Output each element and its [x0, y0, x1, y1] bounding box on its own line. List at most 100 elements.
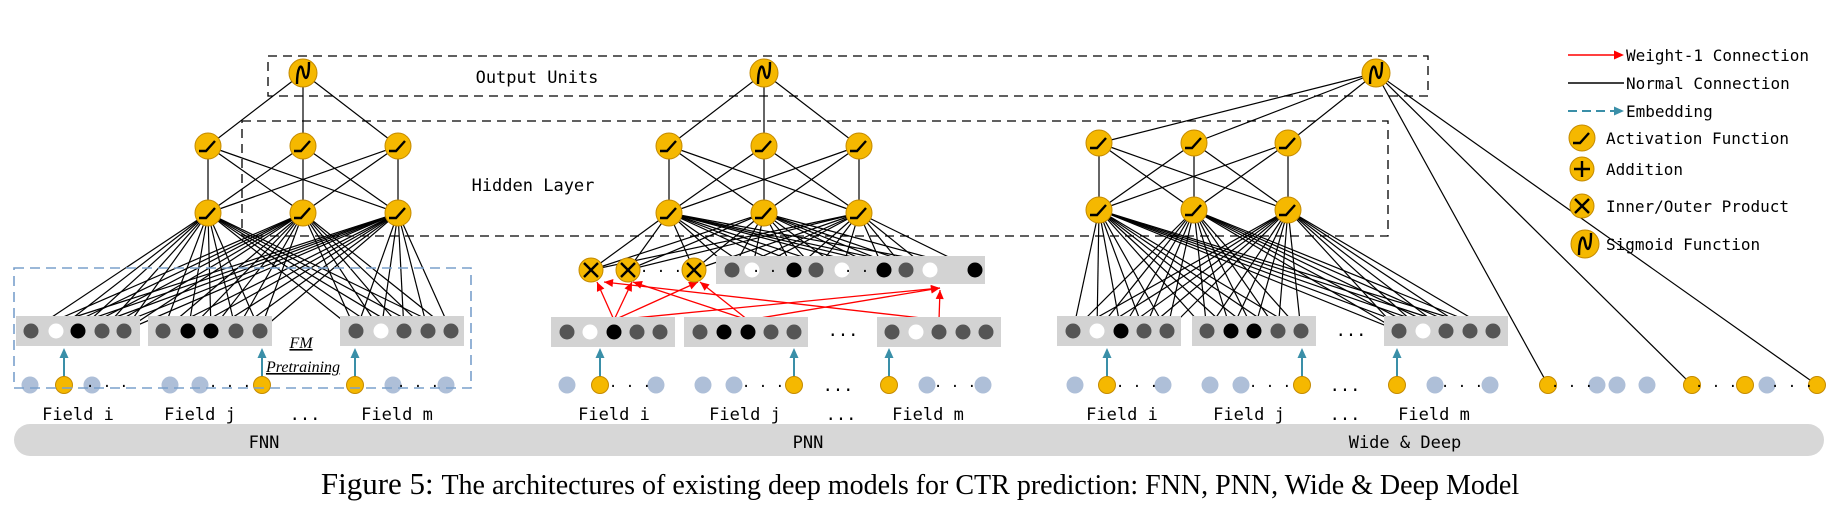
weight1-arrow-head	[688, 282, 698, 290]
weight1-arrow-head	[604, 278, 614, 288]
weight1-connection	[699, 281, 749, 321]
embedding-arrow-head	[884, 348, 894, 358]
weight1-arrow-head	[930, 285, 940, 294]
wide-connection	[1375, 72, 1693, 386]
pnn-output-unit	[749, 58, 779, 88]
embedding-node	[48, 323, 64, 339]
embedding-node	[740, 324, 756, 340]
product-vector-node	[967, 262, 983, 278]
connection-line	[235, 212, 399, 332]
wide-connection	[1375, 72, 1549, 386]
sparse-input-node	[785, 376, 803, 394]
activation-glyph	[660, 207, 677, 220]
sigmoid-glyph	[295, 61, 311, 85]
wide-deep-output-unit	[1361, 58, 1391, 88]
embedding-arrow-head	[789, 348, 799, 358]
embedding-arrow-head	[59, 348, 69, 358]
pnn-product-vector-box	[716, 256, 985, 284]
activation-glyph	[199, 207, 216, 220]
field-ellipsis: ...	[1336, 321, 1367, 341]
wide-input-node	[1608, 376, 1626, 394]
activation-glyph	[1279, 137, 1296, 150]
embedding-node	[884, 324, 900, 340]
connection-line	[1096, 209, 1100, 332]
connection-line	[1098, 209, 1400, 332]
ellipsis-text: · · ·	[209, 379, 251, 395]
connection-line	[210, 212, 399, 332]
field-label-j: Field j	[709, 405, 781, 425]
field-label-j: Field j	[1213, 405, 1285, 425]
embedding-node	[155, 323, 171, 339]
activation-glyph	[850, 207, 867, 220]
sparse-input-node	[437, 376, 455, 394]
activation-circle	[845, 132, 873, 160]
activation-circle	[750, 132, 778, 160]
hidden-layer-box	[241, 120, 1389, 237]
activation-circle	[1180, 196, 1208, 224]
model-name-pnn: PNN	[793, 433, 824, 453]
model-name-bar	[14, 424, 1824, 456]
weight1-arrow-head	[596, 282, 605, 292]
field-label-m: Field m	[892, 405, 964, 425]
hidden-unit-top	[384, 132, 412, 160]
connection-line	[302, 72, 399, 147]
hidden-unit-top	[1180, 129, 1208, 157]
embedding-node	[652, 324, 668, 340]
connection-line	[101, 212, 399, 332]
connection-line	[1072, 209, 1195, 332]
connection-line	[1287, 209, 1424, 332]
connection-line	[207, 212, 212, 332]
sparse-input-node	[974, 376, 992, 394]
activation-glyph	[389, 207, 406, 220]
ellipsis-text: · · ·	[1551, 379, 1593, 395]
ellipsis-text: · · ·	[397, 379, 439, 395]
connection-line	[1193, 209, 1279, 332]
activation-circle	[384, 132, 412, 160]
hidden-unit-top	[1085, 129, 1113, 157]
connection-line	[590, 212, 765, 271]
connection-line	[1193, 209, 1208, 332]
sparse-input-node	[253, 376, 271, 394]
connection-line	[77, 212, 399, 332]
connection-line	[397, 212, 405, 332]
architecture-diagram: FNN PNN Wide & Deep Output Units Hidden Laye…	[13, 46, 1826, 456]
hidden-unit-top	[750, 132, 778, 160]
hidden-unit-bottom	[655, 199, 683, 227]
embedding-node	[559, 324, 575, 340]
weight1-connection	[632, 281, 749, 321]
activation-circle	[845, 199, 873, 227]
connection-line	[1096, 209, 1195, 332]
embedding-node	[373, 323, 389, 339]
embedding-node	[23, 323, 39, 339]
embedding-node	[1462, 323, 1478, 339]
connection-line	[1098, 209, 1424, 332]
sparse-input-node	[55, 376, 73, 394]
connection-line	[207, 72, 304, 147]
embedding-node	[203, 323, 219, 339]
activation-circle	[655, 199, 683, 227]
field-label-m: Field m	[361, 405, 433, 425]
ellipsis-text: · · ·	[640, 264, 682, 280]
field-label-m: Field m	[1398, 405, 1470, 425]
connection-line	[207, 145, 304, 214]
embedding-node	[908, 324, 924, 340]
sparse-input-node	[694, 376, 712, 394]
connection-line	[1193, 72, 1377, 144]
product-glyph	[1574, 198, 1590, 214]
connection-line	[30, 212, 399, 332]
connection-line	[302, 145, 399, 214]
ellipsis-text: · · ·	[844, 264, 886, 280]
embedding-arrow-head	[1102, 348, 1112, 358]
activation-circle	[194, 199, 222, 227]
wide-input-node	[1808, 376, 1826, 394]
connection-line	[763, 72, 860, 147]
wide-input-node	[1588, 376, 1606, 394]
embedding-node	[1391, 323, 1407, 339]
legend-label-1: Weight-1 Connection	[1626, 46, 1809, 65]
hidden-unit-bottom	[384, 199, 412, 227]
figure-caption: Figure 5: The architectures of existing …	[0, 466, 1840, 502]
wide-connection	[1375, 72, 1818, 386]
connection-line	[1120, 209, 1289, 332]
connection-line	[1098, 209, 1447, 332]
field-label-i: Field i	[578, 405, 650, 425]
